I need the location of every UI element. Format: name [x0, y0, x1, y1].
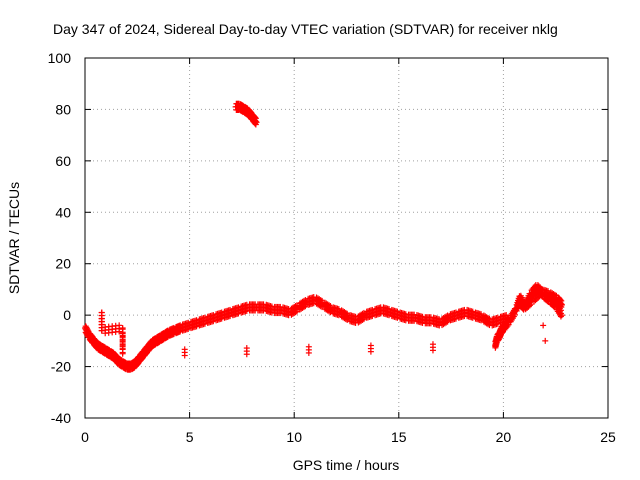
y-tick-label: -40: [51, 410, 71, 426]
data-point: [300, 304, 307, 311]
y-tick-label: 40: [55, 204, 71, 220]
y-tick-label: 100: [48, 50, 72, 66]
data-point: [545, 288, 552, 295]
y-tick-label: 60: [55, 153, 71, 169]
outlier-point: [542, 337, 549, 344]
y-tick-label: -20: [51, 359, 71, 375]
data-point: [317, 297, 324, 304]
data-point: [394, 308, 401, 315]
data-point: [252, 115, 259, 122]
x-axis-label: GPS time / hours: [293, 457, 400, 473]
data-point: [552, 291, 559, 298]
data-point: [119, 343, 126, 350]
data-points: [82, 100, 565, 373]
data-point: [98, 321, 105, 328]
data-point: [305, 349, 312, 356]
data-point: [558, 297, 565, 304]
data-point: [504, 322, 511, 329]
data-point: [511, 311, 518, 318]
x-tick-label: 0: [81, 429, 89, 445]
data-point: [305, 343, 312, 350]
x-tick-label: 15: [391, 429, 407, 445]
data-point: [429, 341, 436, 348]
data-point: [526, 302, 533, 309]
x-tick-label: 25: [600, 429, 616, 445]
data-point: [243, 345, 250, 352]
data-point: [485, 315, 492, 322]
data-point: [443, 319, 450, 326]
data-point: [344, 310, 351, 317]
data-point: [469, 308, 476, 315]
data-point: [557, 297, 564, 304]
data-point: [558, 301, 565, 308]
data-point: [535, 294, 542, 301]
axis-ticks: [84, 57, 609, 419]
data-point: [235, 310, 242, 317]
data-point: [557, 313, 564, 320]
data-point: [181, 352, 188, 359]
data-point: [335, 306, 342, 313]
x-tick-label: 20: [496, 429, 512, 445]
y-tick-label: 0: [63, 307, 71, 323]
data-point: [326, 302, 333, 309]
data-point: [201, 320, 208, 327]
y-tick-label: 80: [55, 101, 71, 117]
y-axis-label: SDTVAR / TECUs: [6, 182, 22, 294]
data-point: [227, 313, 234, 320]
data-point: [429, 347, 436, 354]
data-point: [367, 342, 374, 349]
data-point: [253, 119, 260, 126]
data-point: [359, 316, 366, 323]
data-point: [558, 312, 565, 319]
data-point: [327, 303, 334, 310]
outlier-point: [540, 322, 547, 329]
data-point: [181, 346, 188, 353]
data-point: [119, 350, 126, 357]
data-point: [360, 316, 367, 323]
grid: [85, 58, 608, 418]
data-point: [218, 315, 225, 322]
data-point: [494, 320, 501, 327]
tick-labels: 0 5 10 15 20 25 -40 -20 0 20 40 60 80 100: [48, 50, 616, 445]
data-point: [444, 318, 451, 325]
data-point: [369, 313, 376, 320]
data-point: [386, 306, 393, 313]
data-point: [193, 323, 200, 330]
data-point: [116, 328, 123, 335]
data-point: [478, 311, 485, 318]
data-point: [452, 315, 459, 322]
data-point: [116, 322, 123, 329]
data-point: [367, 348, 374, 355]
data-point: [243, 351, 250, 358]
x-tick-label: 5: [186, 429, 194, 445]
data-point: [210, 318, 217, 325]
data-point: [292, 309, 299, 316]
data-point: [84, 327, 91, 334]
x-tick-label: 10: [286, 429, 302, 445]
y-tick-label: 20: [55, 256, 71, 272]
data-point: [252, 114, 259, 121]
data-point: [342, 309, 349, 316]
data-point: [185, 325, 192, 332]
data-point: [302, 303, 309, 310]
plot-frame: [84, 57, 609, 419]
chart-title: Day 347 of 2024, Sidereal Day-to-day VTE…: [53, 21, 558, 37]
